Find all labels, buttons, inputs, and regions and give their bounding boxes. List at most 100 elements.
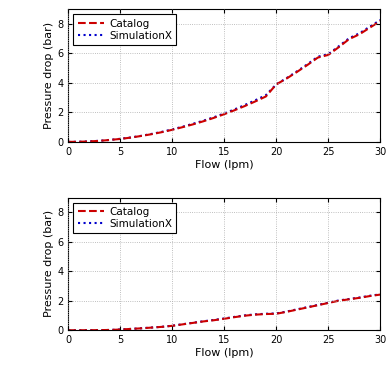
Catalog xyxy=(128,135,133,140)
SimulationX xyxy=(295,307,300,311)
SimulationX xyxy=(336,44,341,49)
Catalog xyxy=(232,315,237,319)
SimulationX xyxy=(284,76,289,80)
Catalog xyxy=(305,63,310,67)
SimulationX xyxy=(243,103,247,107)
SimulationX xyxy=(180,322,185,327)
SimulationX xyxy=(211,115,216,120)
Catalog xyxy=(367,294,372,298)
SimulationX xyxy=(139,134,144,138)
Catalog xyxy=(201,119,206,124)
SimulationX xyxy=(253,312,258,317)
SimulationX xyxy=(232,315,237,319)
Catalog xyxy=(180,125,185,130)
Catalog xyxy=(160,130,164,134)
SimulationX xyxy=(222,111,227,115)
SimulationX xyxy=(180,124,185,129)
SimulationX xyxy=(170,324,175,328)
Catalog xyxy=(295,307,300,312)
SimulationX xyxy=(243,313,247,318)
Catalog xyxy=(222,317,227,321)
Catalog xyxy=(66,140,71,144)
SimulationX xyxy=(201,118,206,123)
SimulationX xyxy=(97,139,102,143)
Line: Catalog: Catalog xyxy=(68,294,380,330)
SimulationX xyxy=(128,327,133,331)
Catalog xyxy=(211,115,216,120)
Catalog xyxy=(326,53,331,57)
Catalog xyxy=(66,328,71,332)
Catalog xyxy=(76,139,81,144)
SimulationX xyxy=(76,328,81,332)
SimulationX xyxy=(108,138,112,142)
Catalog xyxy=(118,137,122,141)
Catalog xyxy=(232,108,237,113)
SimulationX xyxy=(295,69,300,73)
SimulationX xyxy=(326,52,331,56)
Catalog xyxy=(170,128,175,132)
SimulationX xyxy=(316,303,320,307)
Catalog xyxy=(253,313,258,317)
SimulationX xyxy=(170,127,175,132)
SimulationX xyxy=(108,328,112,332)
Legend: Catalog, SimulationX: Catalog, SimulationX xyxy=(73,203,176,233)
Catalog xyxy=(357,32,362,37)
SimulationX xyxy=(357,31,362,35)
Catalog xyxy=(108,138,112,142)
Catalog xyxy=(274,311,278,316)
SimulationX xyxy=(378,18,383,22)
Catalog xyxy=(128,327,133,331)
SimulationX xyxy=(160,130,164,134)
Catalog xyxy=(170,324,175,328)
Catalog xyxy=(97,328,102,332)
SimulationX xyxy=(66,328,71,332)
Y-axis label: Pressure drop (bar): Pressure drop (bar) xyxy=(44,22,54,129)
Line: SimulationX: SimulationX xyxy=(68,20,380,142)
SimulationX xyxy=(253,98,258,102)
SimulationX xyxy=(274,82,278,87)
SimulationX xyxy=(87,328,91,332)
SimulationX xyxy=(149,132,154,136)
Catalog xyxy=(139,134,144,138)
Catalog xyxy=(316,55,320,60)
Catalog xyxy=(305,305,310,310)
Legend: Catalog, SimulationX: Catalog, SimulationX xyxy=(73,14,176,45)
Catalog xyxy=(139,326,144,331)
SimulationX xyxy=(139,326,144,331)
Catalog xyxy=(149,325,154,330)
Catalog xyxy=(97,139,102,143)
Catalog xyxy=(274,82,278,87)
SimulationX xyxy=(149,325,154,330)
SimulationX xyxy=(201,319,206,324)
SimulationX xyxy=(211,318,216,322)
SimulationX xyxy=(274,311,278,315)
SimulationX xyxy=(305,305,310,309)
SimulationX xyxy=(128,135,133,140)
Catalog xyxy=(211,318,216,323)
SimulationX xyxy=(284,309,289,314)
SimulationX xyxy=(191,121,195,126)
SimulationX xyxy=(97,328,102,332)
SimulationX xyxy=(66,140,71,144)
Catalog xyxy=(347,297,351,301)
Catalog xyxy=(316,303,320,307)
Catalog xyxy=(295,70,300,74)
Catalog xyxy=(336,299,341,303)
SimulationX xyxy=(160,325,164,329)
SimulationX xyxy=(347,36,351,41)
Catalog xyxy=(191,122,195,127)
Catalog xyxy=(180,322,185,327)
SimulationX xyxy=(118,137,122,141)
Catalog xyxy=(76,328,81,332)
Catalog xyxy=(284,310,289,314)
SimulationX xyxy=(264,93,268,97)
Catalog xyxy=(87,139,91,144)
SimulationX xyxy=(367,294,372,298)
Catalog xyxy=(108,328,112,332)
Catalog xyxy=(243,104,247,108)
SimulationX xyxy=(222,316,227,321)
Catalog xyxy=(378,292,383,297)
SimulationX xyxy=(305,62,310,66)
Catalog xyxy=(264,94,268,99)
SimulationX xyxy=(264,311,268,316)
